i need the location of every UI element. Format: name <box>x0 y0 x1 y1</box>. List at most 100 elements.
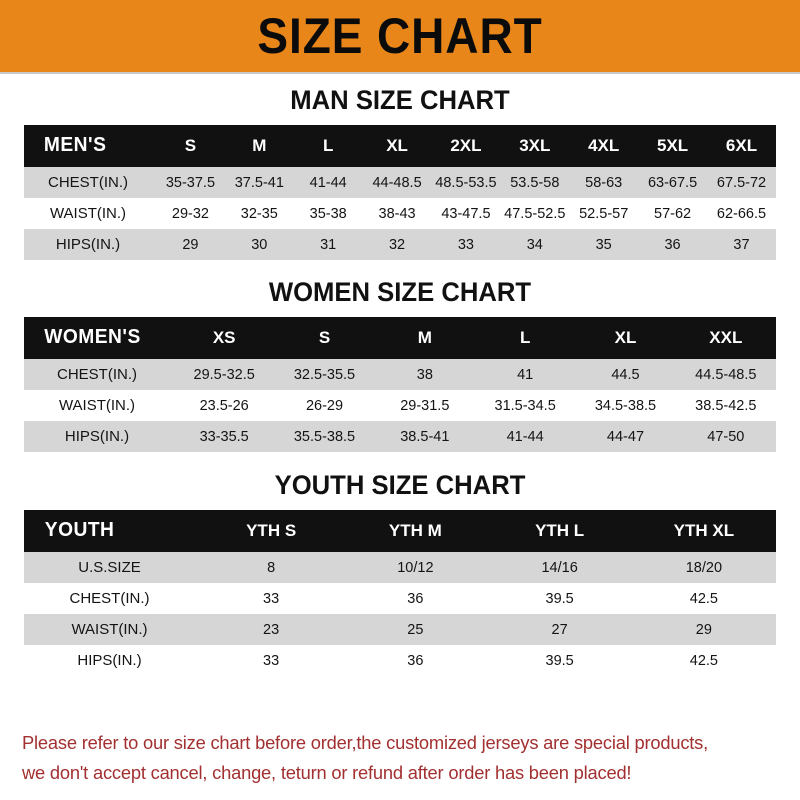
section-man: MAN SIZE CHART MEN'S S M L XL 2XL 3XL 4XL 5XL 6XL… <box>0 85 800 260</box>
cell-man-2-3: 32 <box>362 229 432 260</box>
cell-youth-0-0: 8 <box>199 552 344 583</box>
section-title-women: WOMEN SIZE CHART <box>268 277 532 307</box>
table-header-row-youth: YOUTH YTH S YTH M YTH L YTH XL <box>24 510 776 552</box>
row-label-youth-3: HIPS(IN.) <box>24 645 199 676</box>
cell-man-1-7: 57-62 <box>638 198 707 229</box>
cell-youth-0-1: 10/12 <box>343 552 488 583</box>
cell-man-0-5: 53.5-58 <box>500 167 570 198</box>
table-body-women: CHEST(IN.) 29.5-32.5 32.5-35.5 38 41 44.5 44.5… <box>24 359 776 452</box>
row-label-man-1: WAIST(IN.) <box>24 198 156 229</box>
cell-man-0-2: 41-44 <box>293 167 363 198</box>
cell-man-0-8: 67.5-72 <box>707 167 776 198</box>
footer-note-line-1: Please refer to our size chart before or… <box>22 732 709 753</box>
cell-women-2-5: 47-50 <box>675 421 776 452</box>
column-header-man-8: 6XL <box>725 135 758 155</box>
cell-man-2-7: 36 <box>638 229 707 260</box>
table-row: HIPS(IN.) 33-35.5 35.5-38.5 38.5-41 41-44 44-… <box>24 421 776 452</box>
cell-youth-0-2: 14/16 <box>487 552 632 583</box>
table-header-row-women: WOMEN'S XS S M L XL XXL <box>24 317 776 359</box>
cell-women-1-4: 34.5-38.5 <box>575 390 676 421</box>
table-wrap-women: WOMEN'S XS S M L XL XXL CHEST(IN.) 29.5-32.5 32.… <box>24 317 776 452</box>
table-corner-label-women: WOMEN'S <box>44 326 141 348</box>
cell-youth-3-1: 36 <box>343 645 488 676</box>
cell-man-0-4: 48.5-53.5 <box>431 167 501 198</box>
cell-women-2-0: 33-35.5 <box>174 421 275 452</box>
section-title-man: MAN SIZE CHART <box>290 85 510 115</box>
size-table-youth: YOUTH YTH S YTH M YTH L YTH XL U.S.SIZE 8 10/1… <box>24 510 776 676</box>
row-label-man-2: HIPS(IN.) <box>24 229 156 260</box>
cell-women-0-0: 29.5-32.5 <box>174 359 275 390</box>
column-header-man-4: 2XL <box>450 135 482 155</box>
table-wrap-youth: YOUTH YTH S YTH M YTH L YTH XL U.S.SIZE 8 10/1… <box>24 510 776 676</box>
table-body-man: CHEST(IN.) 35-37.5 37.5-41 41-44 44-48.5 48.5… <box>24 167 776 260</box>
row-label-women-2: HIPS(IN.) <box>24 421 174 452</box>
table-row: WAIST(IN.) 23 25 27 29 <box>24 614 776 645</box>
column-header-man-5: 3XL <box>519 135 551 155</box>
cell-youth-3-0: 33 <box>199 645 344 676</box>
column-header-man-1: M <box>252 135 267 155</box>
cell-man-1-5: 47.5-52.5 <box>500 198 570 229</box>
cell-youth-0-3: 18/20 <box>631 552 776 583</box>
cell-women-0-5: 44.5-48.5 <box>675 359 776 390</box>
footer-note: Please refer to our size chart before or… <box>0 728 800 788</box>
section-youth: YOUTH SIZE CHART YOUTH YTH S YTH M YTH L YTH… <box>0 470 800 676</box>
cell-man-0-7: 63-67.5 <box>638 167 707 198</box>
table-row: WAIST(IN.) 29-32 32-35 35-38 38-43 43-47.5 47.… <box>24 198 776 229</box>
table-head-women: WOMEN'S XS S M L XL XXL <box>24 317 776 359</box>
column-header-youth-2: YTH L <box>535 520 585 540</box>
cell-man-1-4: 43-47.5 <box>431 198 501 229</box>
cell-youth-1-3: 42.5 <box>631 583 776 614</box>
cell-man-2-0: 29 <box>156 229 225 260</box>
cell-youth-1-1: 36 <box>343 583 488 614</box>
table-row: WAIST(IN.) 23.5-26 26-29 29-31.5 31.5-34.5 34… <box>24 390 776 421</box>
row-label-youth-2: WAIST(IN.) <box>24 614 199 645</box>
cell-man-2-1: 30 <box>224 229 294 260</box>
cell-man-0-3: 44-48.5 <box>362 167 432 198</box>
page-banner: SIZE CHART <box>0 0 800 74</box>
cell-women-1-0: 23.5-26 <box>174 390 275 421</box>
cell-man-2-6: 35 <box>569 229 639 260</box>
cell-youth-1-2: 39.5 <box>487 583 632 614</box>
cell-man-0-6: 58-63 <box>569 167 639 198</box>
cell-man-1-6: 52.5-57 <box>569 198 639 229</box>
column-header-youth-0: YTH S <box>246 520 297 540</box>
table-row: CHEST(IN.) 29.5-32.5 32.5-35.5 38 41 44.5 44.5… <box>24 359 776 390</box>
size-table-man: MEN'S S M L XL 2XL 3XL 4XL 5XL 6XL CHEST(IN.) 35-3… <box>24 125 776 260</box>
section-title-youth: YOUTH SIZE CHART <box>274 470 526 500</box>
cell-youth-2-0: 23 <box>199 614 344 645</box>
cell-women-0-1: 32.5-35.5 <box>274 359 375 390</box>
table-row: U.S.SIZE 8 10/12 14/16 18/20 <box>24 552 776 583</box>
cell-man-1-0: 29-32 <box>156 198 225 229</box>
cell-women-2-3: 41-44 <box>474 421 576 452</box>
size-table-women: WOMEN'S XS S M L XL XXL CHEST(IN.) 29.5-32.5 32.… <box>24 317 776 452</box>
cell-youth-3-2: 39.5 <box>487 645 632 676</box>
cell-youth-2-3: 29 <box>631 614 776 645</box>
cell-man-1-8: 62-66.5 <box>707 198 776 229</box>
cell-women-2-2: 38.5-41 <box>374 421 475 452</box>
table-row: HIPS(IN.) 33 36 39.5 42.5 <box>24 645 776 676</box>
cell-man-2-5: 34 <box>500 229 570 260</box>
column-header-youth-3: YTH XL <box>673 520 735 540</box>
row-label-youth-1: CHEST(IN.) <box>24 583 199 614</box>
column-header-man-2: L <box>322 135 334 155</box>
cell-women-0-3: 41 <box>474 359 576 390</box>
cell-women-2-1: 35.5-38.5 <box>274 421 375 452</box>
footer-note-line-2: we don't accept cancel, change, teturn o… <box>22 762 632 783</box>
table-body-youth: U.S.SIZE 8 10/12 14/16 18/20 CHEST(IN.) 33 36 39… <box>24 552 776 676</box>
cell-youth-2-1: 25 <box>343 614 488 645</box>
cell-man-2-2: 31 <box>293 229 363 260</box>
cell-man-1-2: 35-38 <box>293 198 363 229</box>
column-header-women-0: XS <box>212 327 236 347</box>
table-wrap-man: MEN'S S M L XL 2XL 3XL 4XL 5XL 6XL CHEST(IN.) 35-3… <box>24 125 776 260</box>
cell-youth-1-0: 33 <box>199 583 344 614</box>
column-header-man-7: 5XL <box>656 135 689 155</box>
cell-women-2-4: 44-47 <box>575 421 676 452</box>
table-corner-label-youth: YOUTH <box>44 519 115 541</box>
table-row: HIPS(IN.) 29 30 31 32 33 34 35 36 37 <box>24 229 776 260</box>
cell-women-1-1: 26-29 <box>274 390 375 421</box>
table-corner-label-man: MEN'S <box>43 134 107 156</box>
cell-women-0-2: 38 <box>374 359 475 390</box>
cell-women-1-3: 31.5-34.5 <box>474 390 576 421</box>
cell-women-1-2: 29-31.5 <box>374 390 475 421</box>
